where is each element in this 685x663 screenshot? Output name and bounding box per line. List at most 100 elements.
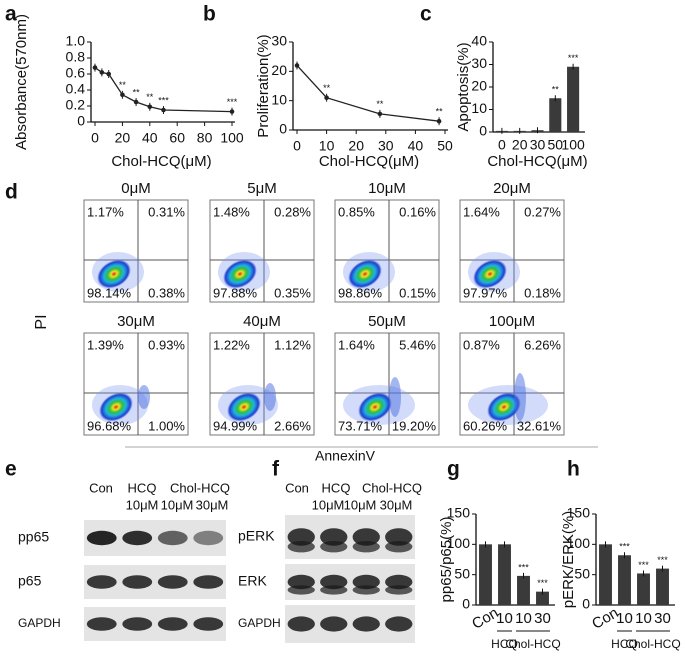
plot-title: 0μM <box>121 180 150 197</box>
row-label: GAPDH <box>18 616 61 630</box>
lane-dose: 10μM <box>126 497 159 512</box>
x-tick-label: 40 <box>142 130 158 146</box>
panel-letter: h <box>567 458 580 481</box>
cell-tail <box>514 373 526 421</box>
cell-tail <box>264 383 276 411</box>
x-tick-label: 10 <box>319 138 335 154</box>
x-tick-label: 20 <box>512 137 528 153</box>
quadrant-percent: 98.86% <box>338 285 383 300</box>
quadrant-percent: 94.99% <box>213 418 258 433</box>
bar <box>618 555 631 605</box>
quadrant-percent: 1.39% <box>87 337 124 352</box>
significance: *** <box>619 542 630 552</box>
cell-cluster <box>487 392 521 422</box>
quadrant-percent: 98.14% <box>87 285 132 300</box>
band <box>320 616 348 632</box>
quadrant-percent: 1.00% <box>148 418 185 433</box>
x-axis-label: AnnexinV <box>315 448 376 464</box>
band <box>122 575 153 589</box>
band <box>287 540 315 553</box>
x-tick-label: 60 <box>169 130 185 146</box>
band <box>320 574 348 590</box>
bar <box>567 66 580 132</box>
bar <box>637 573 650 605</box>
significance: ** <box>436 107 444 117</box>
x-tick-label: 50 <box>548 137 564 153</box>
y-tick-label: 10 <box>471 100 487 116</box>
plot-title: 30μM <box>117 313 155 330</box>
y-tick-label: 0.8 <box>66 49 86 65</box>
lane-dose: 10μM <box>161 497 194 512</box>
plot-title: 20μM <box>493 180 531 197</box>
significance: *** <box>657 555 668 565</box>
x-tick-label: 30 <box>530 137 546 153</box>
y-tick-label: 0 <box>77 113 85 129</box>
point <box>92 65 98 70</box>
y-tick-label: 10 <box>271 91 287 107</box>
x-tick-label: 30 <box>378 138 394 154</box>
x-tick-label: 0 <box>91 130 99 146</box>
x-axis-label: Chol-HCQ(μM) <box>487 153 587 170</box>
panel-letter: f <box>272 458 280 481</box>
quadrant-percent: 6.26% <box>524 337 561 352</box>
y-axis-label: pERK/ERK(%) <box>560 511 577 609</box>
band <box>320 528 348 546</box>
quadrant-percent: 1.64% <box>338 337 375 352</box>
y-tick-label: 30 <box>271 33 287 49</box>
band <box>157 530 188 546</box>
cell-cluster <box>348 259 382 289</box>
x-axis-label: Chol-HCQ(μM) <box>319 153 419 170</box>
quadrant-percent: 5.46% <box>399 337 436 352</box>
x-tick-label: 30 <box>534 610 551 627</box>
lane-dose: 30μM <box>196 497 229 512</box>
significance: ** <box>133 87 141 97</box>
quadrant-percent: 0.31% <box>148 204 185 219</box>
y-tick-label: 150 <box>567 505 591 521</box>
y-tick-label: 0.6 <box>66 65 86 81</box>
cell-cluster <box>97 259 131 289</box>
quadrant-percent: 0.15% <box>399 285 436 300</box>
band <box>320 540 348 553</box>
plot-frame <box>459 332 565 436</box>
significance: *** <box>568 53 579 63</box>
band <box>385 616 413 632</box>
quadrant-percent: 73.71% <box>338 418 383 433</box>
plot-title: 40μM <box>243 313 281 330</box>
plot-title: 100μM <box>489 313 535 330</box>
quadrant-percent: 1.17% <box>87 204 124 219</box>
y-tick-label: 20 <box>271 62 287 78</box>
quadrant-percent: 0.18% <box>524 285 561 300</box>
y-axis-label: Proliferation(%) <box>255 34 272 137</box>
y-tick-label: 1.0 <box>66 33 86 49</box>
panel-letter: b <box>203 3 216 26</box>
cell-cluster <box>473 259 507 289</box>
band <box>352 528 380 546</box>
band <box>352 574 380 590</box>
y-tick-label: 0 <box>462 596 470 612</box>
bar <box>479 544 492 605</box>
band <box>287 585 315 595</box>
y-tick-label: 0 <box>582 596 590 612</box>
x-axis-label: Chol-HCQ(μM) <box>111 153 211 170</box>
band <box>193 617 224 631</box>
lane-dose: 30μM <box>380 497 413 512</box>
cell-cluster <box>99 392 133 422</box>
y-tick-label: 0 <box>479 123 487 139</box>
quadrant-percent: 1.22% <box>213 337 250 352</box>
bar <box>517 575 530 605</box>
x-tick-label: 10 <box>616 610 633 627</box>
point <box>229 109 235 114</box>
band <box>385 528 413 546</box>
quadrant-percent: 0.27% <box>524 204 561 219</box>
panel-letter: d <box>5 181 18 204</box>
band <box>385 585 413 595</box>
y-axis-label: Absorbance(570nm) <box>13 14 30 150</box>
band <box>320 585 348 595</box>
cell-tail <box>389 377 401 417</box>
band <box>352 616 380 632</box>
row-label: pp65 <box>18 529 49 545</box>
band <box>86 575 117 589</box>
group-label: HCQ <box>491 637 518 651</box>
panel-letter: a <box>5 3 17 26</box>
